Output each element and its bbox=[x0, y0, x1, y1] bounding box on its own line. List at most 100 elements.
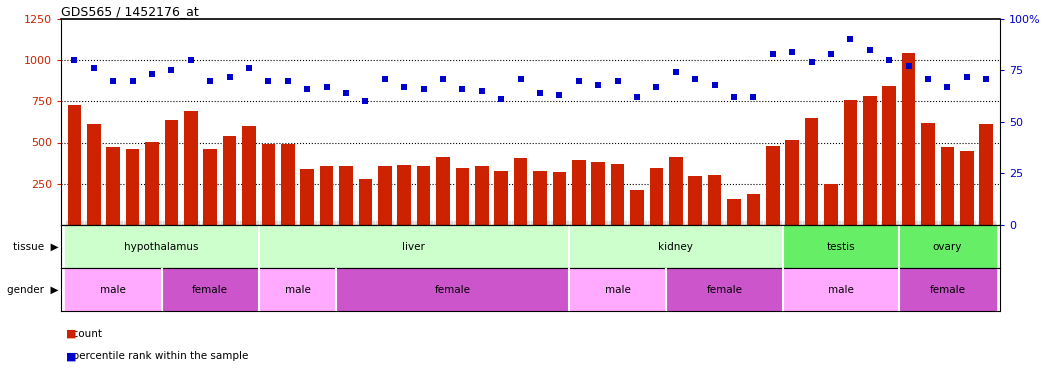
Bar bbox=[417, 166, 431, 225]
Bar bbox=[65, 268, 161, 311]
Bar bbox=[281, 144, 294, 225]
Point bbox=[706, 82, 723, 88]
Bar bbox=[223, 136, 237, 225]
Point bbox=[861, 47, 878, 53]
Bar bbox=[805, 118, 818, 225]
Bar bbox=[941, 147, 954, 225]
Bar bbox=[572, 160, 586, 225]
Point bbox=[474, 88, 490, 94]
Bar bbox=[899, 268, 996, 311]
Text: percentile rank within the sample: percentile rank within the sample bbox=[66, 351, 248, 361]
Bar bbox=[358, 179, 372, 225]
Point bbox=[784, 49, 801, 55]
Point bbox=[570, 78, 587, 84]
Point bbox=[280, 78, 297, 84]
Bar bbox=[960, 151, 974, 225]
Bar bbox=[340, 166, 353, 225]
Point bbox=[260, 78, 277, 84]
Bar bbox=[863, 96, 876, 225]
Bar bbox=[87, 124, 101, 225]
Point bbox=[880, 57, 897, 63]
Bar bbox=[262, 144, 276, 225]
Text: kidney: kidney bbox=[658, 242, 693, 252]
Point bbox=[900, 63, 917, 69]
Bar bbox=[611, 164, 625, 225]
Bar bbox=[107, 147, 119, 225]
Bar bbox=[65, 225, 259, 268]
Point bbox=[85, 65, 102, 71]
Bar bbox=[320, 166, 333, 225]
Bar bbox=[882, 86, 896, 225]
Bar bbox=[514, 158, 527, 225]
Bar bbox=[569, 225, 783, 268]
Point bbox=[241, 65, 258, 71]
Point bbox=[823, 51, 839, 57]
Bar bbox=[783, 225, 899, 268]
Text: GDS565 / 1452176_at: GDS565 / 1452176_at bbox=[61, 4, 198, 18]
Point bbox=[609, 78, 626, 84]
Point bbox=[163, 68, 180, 74]
Point bbox=[551, 92, 568, 98]
Bar bbox=[766, 146, 780, 225]
Point bbox=[629, 94, 646, 100]
Text: female: female bbox=[192, 285, 228, 295]
Bar bbox=[921, 123, 935, 225]
Text: liver: liver bbox=[402, 242, 425, 252]
Bar bbox=[667, 268, 783, 311]
Point bbox=[124, 78, 140, 84]
Bar bbox=[161, 268, 259, 311]
Bar bbox=[630, 190, 643, 225]
Point bbox=[337, 90, 354, 96]
Point bbox=[939, 84, 956, 90]
Bar bbox=[650, 168, 663, 225]
Point bbox=[319, 84, 335, 90]
Bar bbox=[242, 126, 256, 225]
Point bbox=[493, 96, 509, 102]
Point bbox=[531, 90, 548, 96]
Text: male: male bbox=[605, 285, 631, 295]
Point bbox=[299, 86, 315, 92]
Text: male: male bbox=[101, 285, 126, 295]
Point bbox=[764, 51, 781, 57]
Bar bbox=[902, 53, 915, 225]
Bar bbox=[591, 162, 605, 225]
Bar bbox=[146, 142, 158, 225]
Point bbox=[144, 71, 160, 78]
Bar bbox=[569, 268, 667, 311]
Point bbox=[959, 74, 976, 80]
Point bbox=[66, 57, 83, 63]
Bar bbox=[824, 184, 837, 225]
Point bbox=[357, 98, 374, 104]
Text: male: male bbox=[828, 285, 854, 295]
Bar bbox=[203, 149, 217, 225]
Point bbox=[686, 76, 703, 82]
Bar bbox=[533, 171, 547, 225]
Text: testis: testis bbox=[827, 242, 855, 252]
Text: hypothalamus: hypothalamus bbox=[125, 242, 199, 252]
Point bbox=[454, 86, 471, 92]
Bar bbox=[378, 166, 392, 225]
Bar bbox=[475, 166, 488, 225]
Text: male: male bbox=[285, 285, 310, 295]
Bar bbox=[259, 268, 336, 311]
Point bbox=[396, 84, 413, 90]
Bar bbox=[980, 124, 994, 225]
Point bbox=[376, 76, 393, 82]
Text: ■: ■ bbox=[66, 351, 77, 361]
Bar bbox=[727, 199, 741, 225]
Point bbox=[105, 78, 122, 84]
Point bbox=[668, 69, 684, 75]
Point bbox=[182, 57, 199, 63]
Bar bbox=[336, 268, 569, 311]
Bar bbox=[184, 111, 198, 225]
Bar bbox=[436, 156, 450, 225]
Bar bbox=[707, 175, 721, 225]
Text: female: female bbox=[930, 285, 965, 295]
Bar bbox=[552, 172, 566, 225]
Bar bbox=[746, 194, 760, 225]
Bar bbox=[165, 120, 178, 225]
Point bbox=[745, 94, 762, 100]
Point bbox=[202, 78, 219, 84]
Point bbox=[725, 94, 742, 100]
Bar bbox=[259, 225, 569, 268]
